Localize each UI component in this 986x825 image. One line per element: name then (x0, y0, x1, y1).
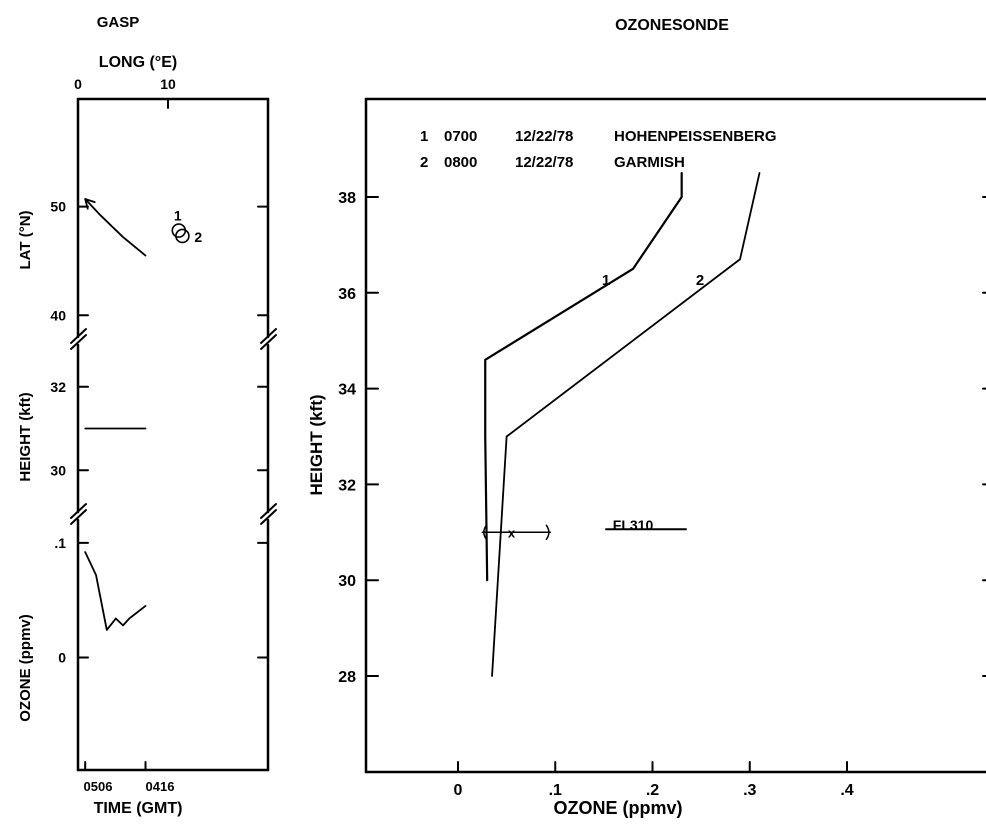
legend-1-station: HOHENPEISSENBERG (614, 128, 777, 145)
oz-ytick-label: 36 (338, 286, 356, 303)
ozonesonde-ylabel: HEIGHT (kft) (307, 394, 326, 495)
oz-xtick-label: .2 (646, 782, 659, 799)
gasp-ozone-ylabel: OZONE (ppmv) (17, 614, 34, 722)
gasp-panel-0-line (84, 198, 147, 257)
legend-2-station: GARMISH (614, 154, 685, 171)
gasp-axis-breaks (70, 328, 277, 525)
fl310-right-bracket (545, 524, 550, 541)
station-marker-2 (175, 228, 190, 244)
station-marker-label-1: 1 (174, 208, 182, 224)
gasp-ytick-label: 0 (58, 649, 66, 665)
ozonesonde-ticks: 28 30 32 34 36 38 0 .1 .2 .3 .4 (338, 190, 986, 799)
gasp-title: GASP (97, 14, 140, 31)
gasp-ytick-label: 50 (50, 199, 66, 215)
curve-1-label: 1 (602, 272, 610, 289)
oz-ytick-label: 34 (338, 382, 356, 399)
ozonesonde-frame (364, 97, 986, 774)
gasp-bottom-tick-0: 0506 (84, 779, 113, 794)
legend-1-time: 0700 (444, 128, 477, 145)
fl310-center-marker: x (508, 525, 516, 540)
gasp-ytick-label: 30 (50, 462, 66, 478)
gasp-ytick-label: .1 (54, 535, 66, 551)
oz-ytick-label: 28 (338, 669, 356, 686)
ozonesonde-legend: 1 0700 12/22/78 HOHENPEISSENBERG 2 0800 … (420, 128, 777, 171)
oz-xtick-label: .3 (743, 782, 756, 799)
gasp-panel-2-line (84, 551, 147, 631)
profile-1-line (484, 171, 683, 582)
gasp-frame (76, 97, 270, 772)
oz-xtick-label: .4 (840, 782, 853, 799)
legend-2-time: 0800 (444, 154, 477, 171)
gasp-height-ylabel: HEIGHT (kft) (17, 392, 34, 481)
legend-1-number: 1 (420, 128, 428, 145)
gasp-lat-ylabel: LAT (°N) (17, 210, 34, 269)
fl310-left-bracket (483, 524, 488, 541)
oz-xtick-label: .1 (549, 782, 562, 799)
legend-1-date: 12/22/78 (515, 128, 573, 145)
station-marker-label-2: 2 (194, 229, 202, 245)
gasp-bottom-tick-1: 0416 (146, 779, 175, 794)
fl310-annotation: x (481, 524, 687, 541)
legend-2-number: 2 (420, 154, 428, 171)
gasp-ticks: 40 50 30 32 0 .1 (50, 98, 269, 771)
gasp-top-tick-0: 0 (74, 76, 82, 92)
gasp-top-axis-label: LONG (°E) (99, 54, 177, 71)
profile-2-line (491, 172, 761, 677)
ozonesonde-title: OZONESONDE (615, 17, 729, 34)
gasp-arrowhead (84, 198, 96, 210)
fl310-label: FL310 (613, 517, 654, 533)
oz-ytick-label: 30 (338, 573, 356, 590)
ozonesonde-series (484, 171, 761, 677)
oz-ytick-label: 32 (338, 477, 356, 494)
gasp-ytick-label: 32 (50, 379, 66, 395)
gasp-top-tick-1: 10 (160, 76, 176, 92)
ozonesonde-xlabel: OZONE (ppmv) (554, 798, 683, 818)
gasp-xlabel: TIME (GMT) (94, 800, 183, 817)
oz-xtick-label: 0 (454, 782, 463, 799)
oz-ytick-label: 38 (338, 190, 356, 207)
legend-2-date: 12/22/78 (515, 154, 573, 171)
gasp-panel: GASP LONG (°E) 0 10 40 50 30 32 0 .1 12 LAT (… (17, 14, 277, 817)
gasp-ytick-label: 40 (50, 307, 66, 323)
gasp-series: 12 (84, 198, 202, 631)
curve-2-label: 2 (696, 272, 704, 289)
